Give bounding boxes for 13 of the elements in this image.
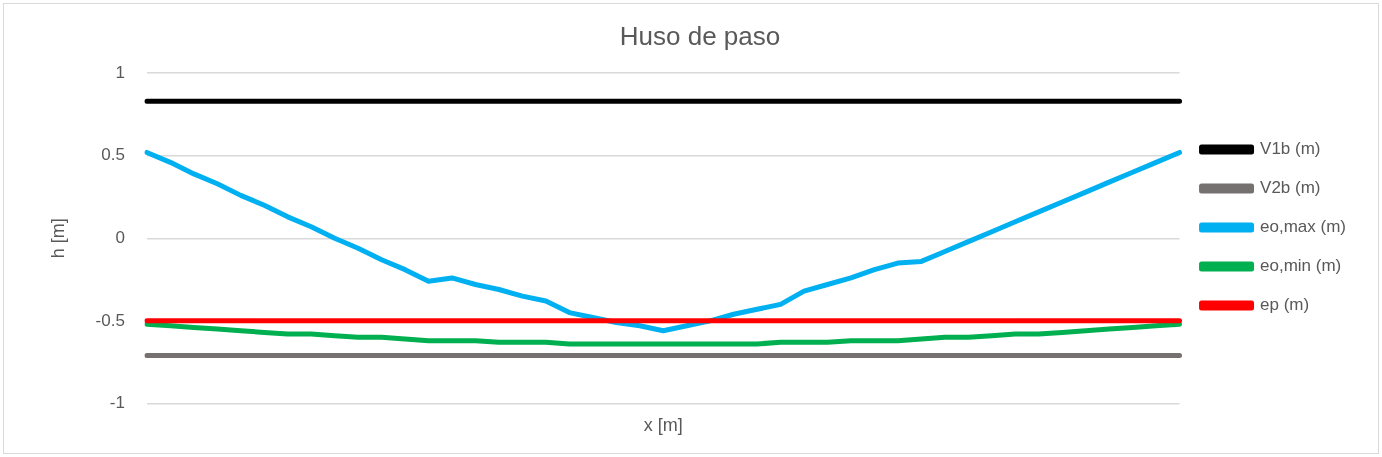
legend-label: V1b (m) — [1260, 139, 1321, 159]
y-tick-label: 1 — [115, 62, 125, 82]
y-tick-label: 0 — [115, 227, 125, 247]
y-tick-label: -0.5 — [95, 310, 125, 330]
legend-label: V2b (m) — [1260, 178, 1321, 198]
y-axis-title: h [m] — [47, 218, 68, 259]
y-tick-label: 0.5 — [101, 145, 125, 165]
legend-label: eo,max (m) — [1260, 217, 1347, 237]
y-tick-label: -1 — [109, 393, 125, 413]
x-axis-title: x [m] — [643, 415, 683, 436]
legend-label: ep (m) — [1260, 295, 1310, 315]
legend-label: eo,min (m) — [1260, 256, 1342, 276]
chart-title: Huso de paso — [619, 20, 781, 51]
